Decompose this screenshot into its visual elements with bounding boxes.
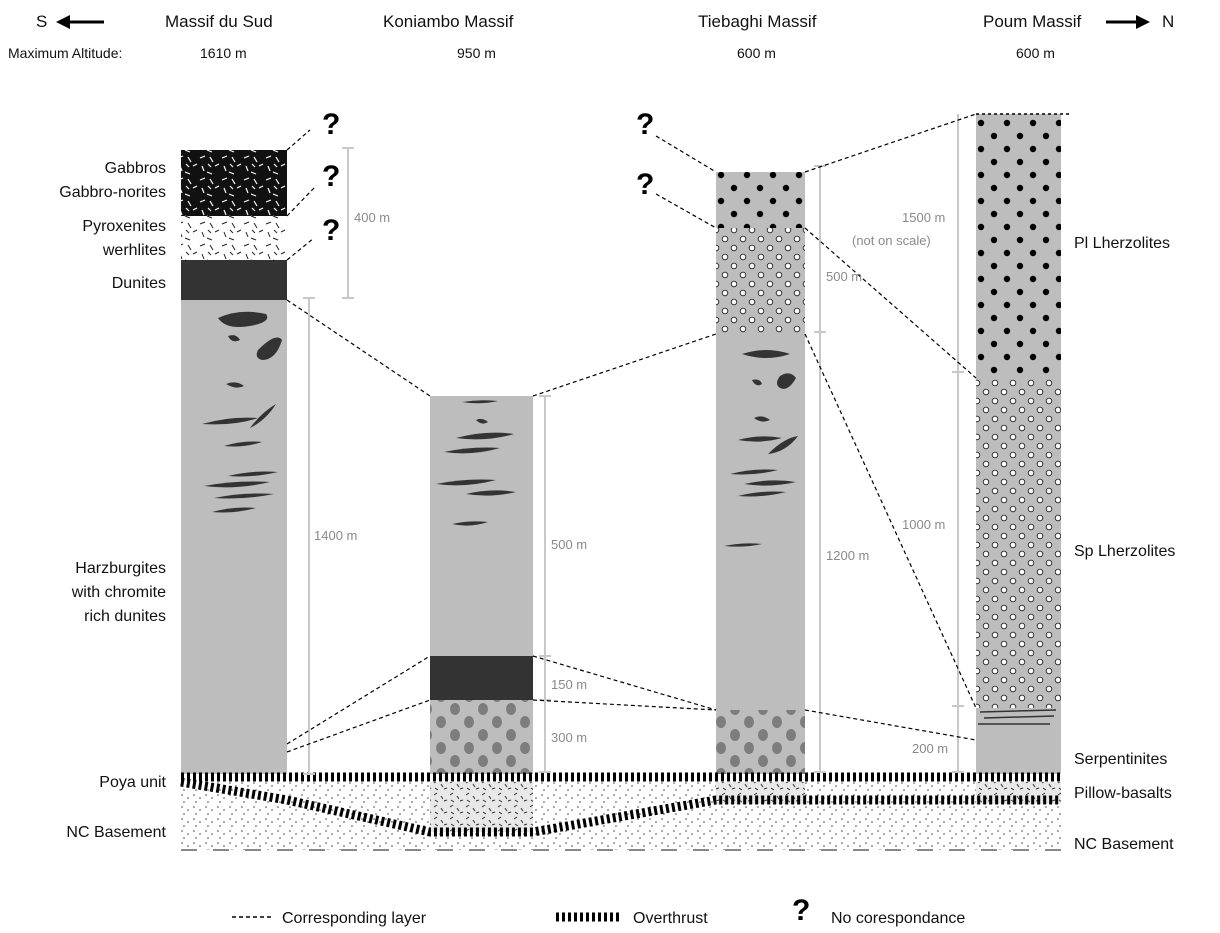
legend-no-correspondance: No corespondance: [831, 910, 965, 927]
question-mark-icon: ?: [322, 108, 340, 141]
layer-dunites: [181, 260, 287, 300]
label-dunites: Dunites: [112, 275, 166, 292]
thickness-sud-mantle: 1400 m: [314, 528, 357, 543]
legend-overthrust: Overthrust: [633, 910, 708, 927]
layer-pl-lherzolites: [976, 114, 1061, 378]
no-correspondance-icon: ?: [792, 894, 810, 927]
layer-pl-lherzolites: [716, 172, 805, 228]
left-labels: Gabbros Gabbro-norites Pyroxenites werhl…: [59, 160, 166, 841]
thickness-kon-dunite: 150 m: [551, 677, 587, 692]
label-gabbros: Gabbros: [105, 160, 166, 177]
thickness-scale-bars: [303, 114, 964, 775]
thickness-kon-lower: 300 m: [551, 730, 587, 745]
layer-pyroxenites: [181, 216, 287, 260]
question-mark-icon: ?: [636, 168, 654, 201]
right-labels: Pl Lherzolites Sp Lherzolites Serpentini…: [1074, 235, 1175, 853]
north-label: N: [1162, 12, 1174, 31]
question-marks: ? ? ? ? ?: [322, 108, 654, 247]
thickness-labels: 400 m 1400 m 500 m 150 m 300 m 500 m 120…: [314, 210, 948, 756]
label-pl-lherzolites: Pl Lherzolites: [1074, 235, 1170, 252]
label-nc-basement-right: NC Basement: [1074, 836, 1174, 853]
question-mark-icon: ?: [636, 108, 654, 141]
label-sp-lherzolites: Sp Lherzolites: [1074, 543, 1175, 560]
thickness-poum-sp: 1000 m: [902, 517, 945, 532]
thickness-tie-upper: 500 m: [826, 269, 862, 284]
label-nc-basement-left: NC Basement: [66, 824, 166, 841]
legend-corresponding: Corresponding layer: [282, 910, 427, 927]
south-label: S: [36, 12, 47, 31]
label-poya-unit: Poya unit: [99, 774, 166, 791]
correspondence-lines: [286, 113, 977, 753]
altitude-sud: 1610 m: [200, 45, 247, 61]
layer-serpentinites: [716, 710, 805, 774]
layer-dunites: [430, 656, 533, 700]
thickness-poum-serp: 200 m: [912, 741, 948, 756]
thickness-poum-pl: 1500 m: [902, 210, 945, 225]
question-mark-icon: ?: [322, 214, 340, 247]
label-with-chromite: with chromite: [71, 584, 166, 601]
altitude-tiebaghi: 600 m: [737, 45, 776, 61]
label-gabbro-norites: Gabbro-norites: [59, 184, 166, 201]
layer-sp-lherzolites: [976, 378, 1061, 708]
north-arrow-icon: [1106, 15, 1150, 29]
massif-name-poum: Poum Massif: [983, 12, 1082, 31]
column-koniambo: [430, 396, 533, 774]
column-poum: [976, 113, 1070, 774]
label-werhlites: werhlites: [102, 242, 166, 259]
layer-harzburgites: [716, 334, 805, 710]
max-altitude-label: Maximum Altitude:: [8, 45, 122, 61]
header: S Massif du Sud Koniambo Massif Tiebaghi…: [8, 12, 1174, 61]
label-pillow-basalts: Pillow-basalts: [1074, 785, 1172, 802]
layer-harzburgites: [181, 300, 287, 774]
label-rich-dunites: rich dunites: [84, 608, 166, 625]
massif-name-sud: Massif du Sud: [165, 12, 273, 31]
label-pyroxenites: Pyroxenites: [82, 218, 166, 235]
layer-serpentinites: [430, 700, 533, 774]
layer-serpentinites: [976, 708, 1061, 774]
column-massif-du-sud: [181, 150, 287, 774]
massif-name-koniambo: Koniambo Massif: [383, 12, 514, 31]
label-harzburgites: Harzburgites: [75, 560, 166, 577]
layer-sp-lherzolites: [716, 228, 805, 334]
altitude-poum: 600 m: [1016, 45, 1055, 61]
altitude-koniambo: 950 m: [457, 45, 496, 61]
layer-gabbros: [181, 150, 287, 216]
layer-harzburgites: [430, 396, 533, 656]
question-mark-icon: ?: [322, 160, 340, 193]
label-serpentinites: Serpentinites: [1074, 751, 1167, 768]
thickness-poum-pl-note: (not on scale): [852, 233, 931, 248]
thickness-sud-crust: 400 m: [354, 210, 390, 225]
massif-name-tiebaghi: Tiebaghi Massif: [698, 12, 817, 31]
thickness-kon-harz: 500 m: [551, 537, 587, 552]
overthrust-lines: [180, 772, 1061, 837]
legend: Corresponding layer Overthrust ? No core…: [232, 894, 965, 927]
thickness-tie-harz: 1200 m: [826, 548, 869, 563]
south-arrow-icon: [56, 15, 104, 29]
column-tiebaghi: [716, 172, 805, 774]
